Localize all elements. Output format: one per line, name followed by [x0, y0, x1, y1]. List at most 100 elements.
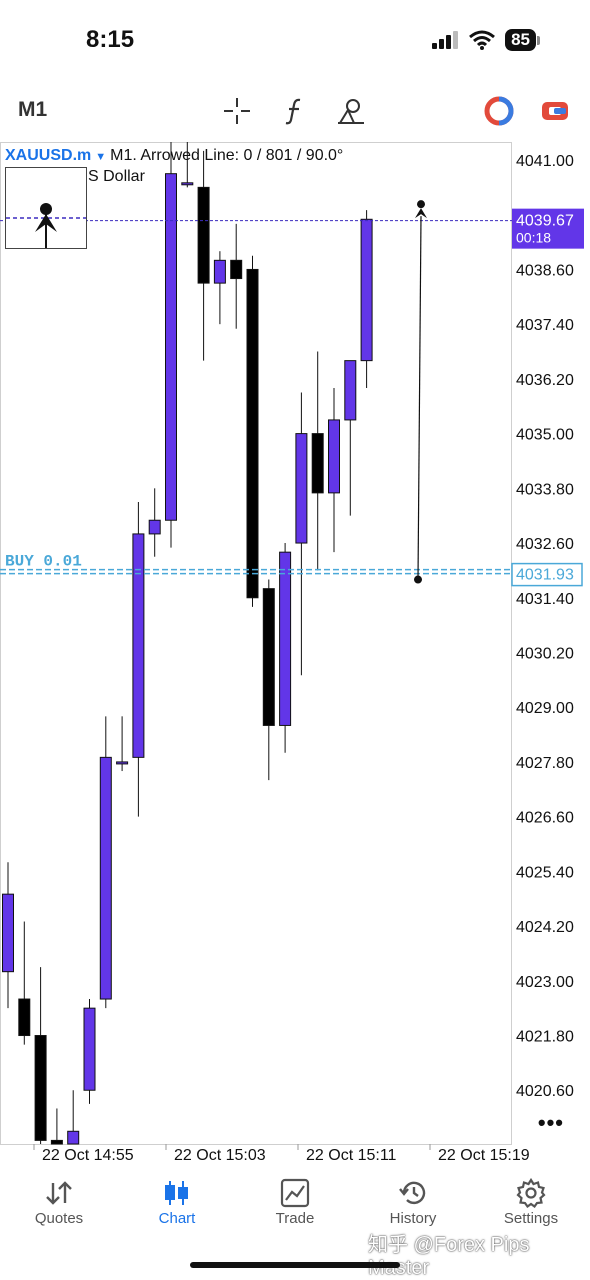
tab-settings-label: Settings: [503, 1210, 559, 1227]
tab-history-label: History: [389, 1210, 437, 1227]
candle: [295, 392, 308, 676]
bull-candle-body: [116, 761, 129, 765]
bear-candle-body: [34, 1035, 47, 1141]
price-tick-label: 4020.60: [516, 1083, 574, 1100]
price-tick-label: 4033.80: [516, 481, 574, 498]
arrowed-line-anchor: [414, 575, 422, 584]
candle: [34, 967, 47, 1144]
bear-candle-body: [311, 433, 324, 494]
candle: [148, 488, 161, 557]
price-chart[interactable]: BUY 0.01 4041.004039.804038.604037.40403…: [0, 142, 590, 1162]
candle: [67, 1090, 80, 1145]
arrowed-line-anchor-top: [417, 200, 425, 209]
symbol-name[interactable]: XAUUSD.m: [5, 147, 92, 164]
status-bar: 8:15 85: [0, 0, 590, 80]
status-time: 8:15: [86, 26, 135, 53]
tab-chart[interactable]: Chart: [122, 1176, 232, 1227]
quotes-icon: [4, 1176, 114, 1210]
candle: [99, 716, 112, 1009]
candle: [132, 502, 145, 817]
tab-quotes[interactable]: Quotes: [4, 1176, 114, 1227]
crosshair-icon[interactable]: [222, 96, 252, 126]
buy-label: BUY 0.01: [5, 553, 82, 571]
buy-price-label: 4031.93: [516, 567, 574, 584]
time-axis: 22 Oct 14:55 22 Oct 15:03 22 Oct 15:11 22 O…: [33, 1144, 530, 1162]
tab-history[interactable]: History: [358, 1176, 468, 1227]
bull-candle-body: [360, 218, 373, 362]
history-icon: [358, 1176, 468, 1210]
bull-candle-body: [344, 360, 357, 421]
bull-candle-body: [295, 433, 308, 544]
candle: [328, 388, 340, 553]
bottom-tab-bar: Quotes Chart Trade History Se: [0, 1170, 590, 1240]
price-tick-label: 4030.20: [516, 645, 574, 662]
bear-candle-body: [262, 588, 275, 726]
signal-icon: [432, 31, 459, 49]
bull-candle-body: [328, 419, 340, 494]
bear-candle-body: [197, 186, 210, 284]
bear-candle-body: [50, 1139, 63, 1145]
plot-frame: [0, 142, 512, 1145]
function-icon[interactable]: [280, 96, 310, 126]
tab-settings[interactable]: Settings: [476, 1176, 586, 1227]
price-tick-label: 4032.60: [516, 536, 574, 553]
object-preview-box: [5, 167, 87, 249]
object-info: M1. Arrowed Line: 0 / 801 / 90.0°: [110, 147, 344, 164]
watermark: 知乎 @Forex Pips Master: [368, 1234, 530, 1279]
bear-candle-body: [18, 998, 31, 1037]
symbol-dropdown-icon[interactable]: ▼: [95, 151, 107, 163]
candle: [197, 150, 210, 361]
overlays-layer: BUY 0.01: [0, 200, 512, 584]
candle: [50, 1108, 63, 1145]
trade-toggle-icon[interactable]: [484, 96, 514, 126]
current-price-tag: [512, 208, 584, 249]
price-tick-label: 4027.80: [516, 755, 574, 772]
candle: [165, 142, 177, 548]
candle: [83, 999, 96, 1104]
bull-candle-body: [2, 893, 14, 973]
tab-trade-label: Trade: [275, 1210, 315, 1227]
price-tick-label: 4038.60: [516, 262, 574, 279]
switch-icon[interactable]: [540, 96, 570, 126]
settings-icon: [476, 1176, 586, 1210]
arrowed-line-head: [415, 208, 427, 219]
candle: [181, 142, 194, 188]
candle: [344, 360, 357, 516]
bull-candle-body: [67, 1130, 80, 1145]
bull-candle-body: [148, 519, 161, 535]
candle: [279, 543, 292, 753]
chart-area[interactable]: BUY 0.01 4041.004039.804038.604037.40403…: [0, 142, 590, 1162]
symbol-info: XAUUSD.m ▼ M1. Arrowed Line: 0 / 801 / 90.…: [5, 147, 343, 165]
trade-icon: [240, 1176, 350, 1210]
bull-candle-body: [99, 756, 112, 1000]
bull-candle-body: [83, 1007, 96, 1091]
bull-candle-body: [279, 551, 292, 726]
price-tick-label: 4035.00: [516, 427, 574, 444]
candle-countdown: 00:18: [516, 230, 551, 246]
price-tick-label: 4023.00: [516, 974, 574, 991]
candle: [213, 251, 226, 325]
bull-candle-body: [213, 259, 226, 284]
bull-candle-body: [181, 182, 194, 186]
battery-level: 85: [505, 29, 536, 51]
candle: [18, 921, 31, 1045]
battery-icon: 85: [505, 29, 540, 51]
objects-icon[interactable]: [336, 96, 366, 126]
price-tick-label: 4036.20: [516, 372, 574, 389]
bear-candle-body: [230, 259, 243, 280]
tab-trade[interactable]: Trade: [240, 1176, 350, 1227]
price-tick-label: 4029.00: [516, 700, 574, 717]
symbol-description: S Dollar: [88, 168, 145, 185]
price-tick-label: 4041.00: [516, 153, 574, 170]
bull-candle-body: [165, 173, 177, 521]
price-tick-label: 4021.80: [516, 1029, 574, 1046]
candle: [262, 579, 275, 781]
time-tick-label: 22 Oct 15:03: [174, 1147, 266, 1162]
price-tick-label: 4024.20: [516, 919, 574, 936]
status-icons: 85: [431, 28, 540, 52]
candle: [116, 716, 129, 772]
more-options-icon[interactable]: •••: [537, 1110, 564, 1135]
arrowed-line: [417, 216, 422, 580]
timeframe-button[interactable]: M1: [18, 98, 48, 121]
bull-candle-body: [132, 533, 145, 758]
